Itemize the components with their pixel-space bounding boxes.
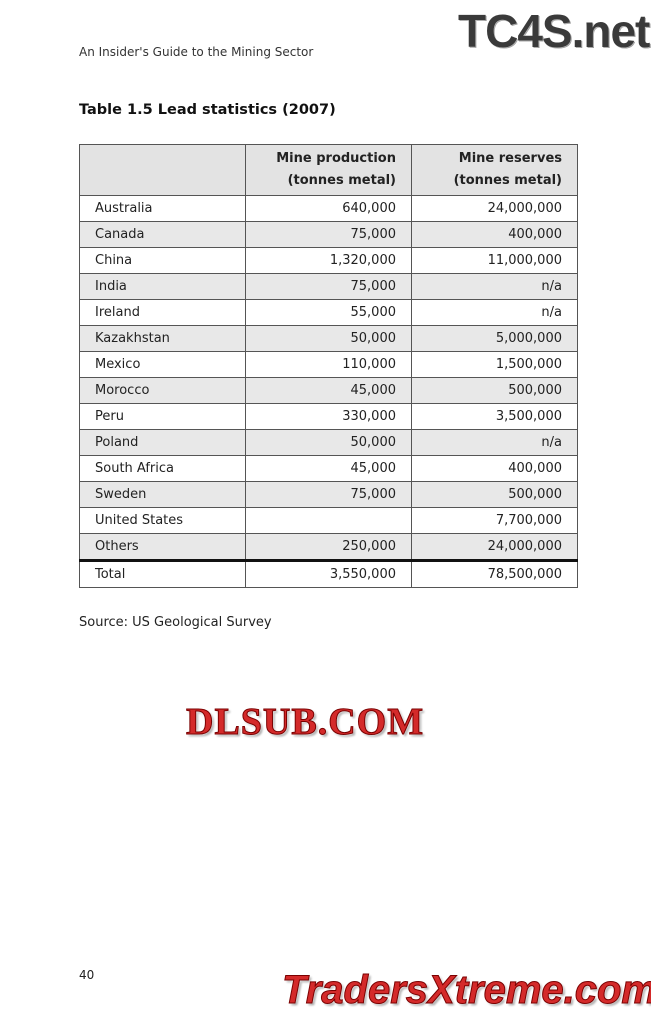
table-row: China 1,320,000 11,000,000	[79, 247, 578, 274]
production-cell: 75,000	[245, 221, 412, 248]
reserves-cell: 500,000	[411, 377, 578, 404]
table-row: Others 250,000 24,000,000	[79, 533, 578, 561]
table-row: Mexico 110,000 1,500,000	[79, 351, 578, 378]
running-header: An Insider's Guide to the Mining Sector	[79, 45, 314, 59]
reserves-cell: 1,500,000	[411, 351, 578, 378]
country-cell: South Africa	[79, 455, 246, 482]
table-row: India 75,000 n/a	[79, 273, 578, 300]
header-mine-reserves-line2: (tonnes metal)	[453, 173, 562, 188]
country-cell: India	[79, 273, 246, 300]
country-cell: Kazakhstan	[79, 325, 246, 352]
reserves-cell: n/a	[411, 299, 578, 326]
country-cell: Poland	[79, 429, 246, 456]
country-cell: Mexico	[79, 351, 246, 378]
table-row: Australia 640,000 24,000,000	[79, 195, 578, 222]
table-row: Morocco 45,000 500,000	[79, 377, 578, 404]
country-cell: Australia	[79, 195, 246, 222]
table-row: South Africa 45,000 400,000	[79, 455, 578, 482]
production-cell: 75,000	[245, 273, 412, 300]
header-mine-reserves: Mine reserves (tonnes metal)	[411, 144, 578, 196]
reserves-cell: 400,000	[411, 455, 578, 482]
reserves-cell: 400,000	[411, 221, 578, 248]
production-cell: 640,000	[245, 195, 412, 222]
production-cell: 330,000	[245, 403, 412, 430]
country-cell: United States	[79, 507, 246, 534]
production-cell: 1,320,000	[245, 247, 412, 274]
table-row: Canada 75,000 400,000	[79, 221, 578, 248]
table-row: United States 7,700,000	[79, 507, 578, 534]
reserves-cell: 3,500,000	[411, 403, 578, 430]
lead-statistics-table: Mine production (tonnes metal) Mine reser…	[79, 144, 578, 588]
country-cell: Others	[79, 533, 246, 561]
table-row: Ireland 55,000 n/a	[79, 299, 578, 326]
dlsub-watermark: DLSUB.COM	[185, 701, 425, 744]
header-country	[79, 144, 246, 196]
country-cell: Morocco	[79, 377, 246, 404]
table-row: Sweden 75,000 500,000	[79, 481, 578, 508]
total-row: Total 3,550,000 78,500,000	[79, 559, 578, 588]
production-cell: 50,000	[245, 429, 412, 456]
table-row: Peru 330,000 3,500,000	[79, 403, 578, 430]
table-row: Kazakhstan 50,000 5,000,000	[79, 325, 578, 352]
reserves-cell: n/a	[411, 429, 578, 456]
reserves-cell: 500,000	[411, 481, 578, 508]
country-cell: Peru	[79, 403, 246, 430]
reserves-cell: 24,000,000	[411, 533, 578, 561]
logo-watermark: TC4S.net	[458, 5, 650, 57]
tradersxtreme-watermark: TradersXtreme.com	[282, 968, 651, 1013]
production-cell: 250,000	[245, 533, 412, 561]
production-cell: 50,000	[245, 325, 412, 352]
page-number: 40	[79, 968, 95, 982]
country-cell: Sweden	[79, 481, 246, 508]
header-mine-production: Mine production (tonnes metal)	[245, 144, 412, 196]
production-cell: 45,000	[245, 377, 412, 404]
table-caption: Table 1.5 Lead statistics (2007)	[79, 102, 336, 118]
reserves-cell: 5,000,000	[411, 325, 578, 352]
production-cell: 3,550,000	[245, 559, 412, 588]
country-cell: Total	[79, 559, 246, 588]
header-mine-production-line1: Mine production	[276, 151, 396, 166]
production-cell	[245, 507, 412, 534]
table-body: Australia 640,000 24,000,000 Canada 75,000 40…	[79, 195, 578, 588]
header-mine-reserves-line1: Mine reserves	[458, 151, 562, 166]
header-mine-production-line2: (tonnes metal)	[287, 173, 396, 188]
table-row: Poland 50,000 n/a	[79, 429, 578, 456]
production-cell: 55,000	[245, 299, 412, 326]
reserves-cell: 11,000,000	[411, 247, 578, 274]
country-cell: China	[79, 247, 246, 274]
country-cell: Ireland	[79, 299, 246, 326]
reserves-cell: 78,500,000	[411, 559, 578, 588]
reserves-cell: 24,000,000	[411, 195, 578, 222]
reserves-cell: n/a	[411, 273, 578, 300]
production-cell: 110,000	[245, 351, 412, 378]
production-cell: 45,000	[245, 455, 412, 482]
production-cell: 75,000	[245, 481, 412, 508]
reserves-cell: 7,700,000	[411, 507, 578, 534]
country-cell: Canada	[79, 221, 246, 248]
source-note: Source: US Geological Survey	[79, 615, 272, 630]
table-header-row: Mine production (tonnes metal) Mine reser…	[79, 144, 578, 196]
